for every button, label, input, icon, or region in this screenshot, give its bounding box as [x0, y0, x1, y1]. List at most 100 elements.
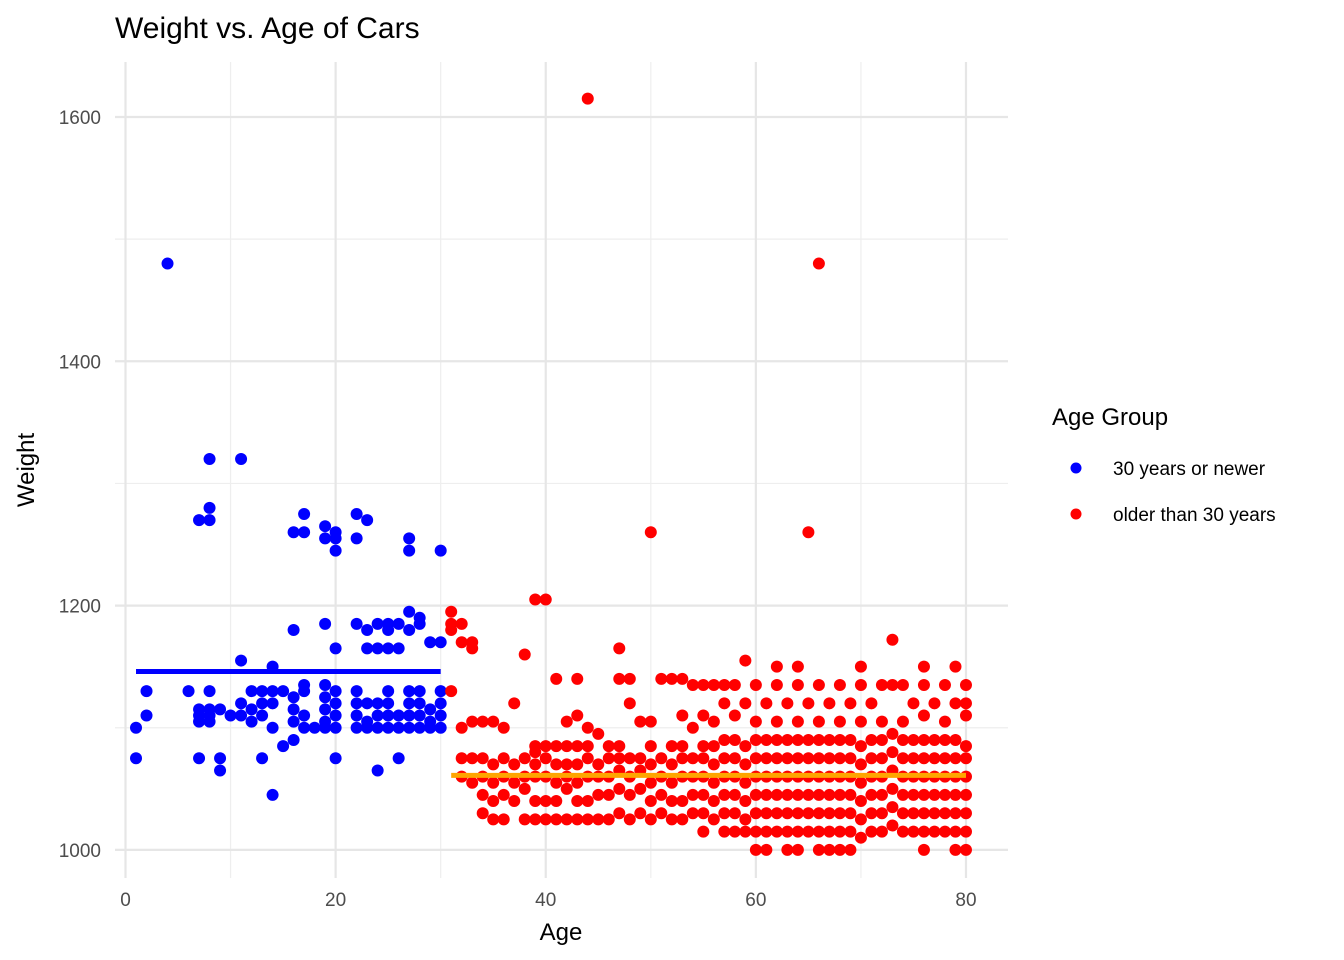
- point-newer: [329, 544, 342, 557]
- point-older: [949, 825, 962, 838]
- point-older: [613, 740, 626, 753]
- point-older: [644, 526, 657, 539]
- point-newer: [350, 721, 363, 734]
- point-newer: [329, 721, 342, 734]
- point-older: [655, 807, 668, 820]
- point-older: [539, 752, 552, 765]
- point-newer: [371, 697, 384, 710]
- point-older: [707, 758, 720, 771]
- point-older: [928, 825, 941, 838]
- point-older: [476, 752, 489, 765]
- point-older: [865, 788, 878, 801]
- point-newer: [266, 697, 279, 710]
- point-older: [707, 678, 720, 691]
- point-older: [907, 788, 920, 801]
- point-older: [539, 593, 552, 606]
- point-older: [602, 813, 615, 826]
- point-older: [959, 740, 972, 753]
- point-older: [770, 660, 783, 673]
- point-older: [571, 672, 584, 685]
- point-newer: [266, 685, 279, 698]
- point-older: [938, 807, 951, 820]
- point-newer: [392, 642, 405, 655]
- point-older: [707, 715, 720, 728]
- point-older: [739, 740, 752, 753]
- point-older: [718, 788, 731, 801]
- point-older: [718, 752, 731, 765]
- point-newer: [413, 721, 426, 734]
- point-older: [781, 825, 794, 838]
- point-older: [466, 776, 479, 789]
- point-newer: [329, 709, 342, 722]
- point-older: [833, 807, 846, 820]
- point-older: [707, 813, 720, 826]
- point-older: [791, 715, 804, 728]
- point-older: [718, 697, 731, 710]
- point-older: [529, 758, 542, 771]
- point-newer: [256, 697, 269, 710]
- point-older: [634, 807, 647, 820]
- point-newer: [277, 740, 290, 753]
- point-older: [791, 788, 804, 801]
- point-newer: [319, 678, 332, 691]
- point-older: [938, 733, 951, 746]
- point-older: [655, 752, 668, 765]
- point-older: [791, 678, 804, 691]
- point-older: [875, 825, 888, 838]
- point-newer: [245, 703, 258, 716]
- point-older: [529, 740, 542, 753]
- point-newer: [371, 764, 384, 777]
- point-older: [886, 633, 899, 646]
- point-newer: [235, 654, 248, 667]
- point-older: [896, 788, 909, 801]
- point-newer: [298, 709, 311, 722]
- point-older: [644, 813, 657, 826]
- point-older: [770, 678, 783, 691]
- x-tick-label: 20: [325, 890, 346, 911]
- point-older: [518, 752, 531, 765]
- point-older: [676, 672, 689, 685]
- point-newer: [235, 709, 248, 722]
- point-older: [949, 788, 962, 801]
- point-older: [602, 788, 615, 801]
- point-older: [697, 752, 710, 765]
- point-older: [718, 807, 731, 820]
- point-older: [949, 660, 962, 673]
- point-newer: [350, 507, 363, 520]
- point-older: [497, 752, 510, 765]
- point-older: [802, 733, 815, 746]
- point-older: [697, 740, 710, 753]
- point-older: [959, 788, 972, 801]
- point-older: [634, 782, 647, 795]
- point-older: [539, 795, 552, 808]
- point-older: [791, 807, 804, 820]
- point-newer: [403, 624, 416, 637]
- point-older: [833, 788, 846, 801]
- point-older: [739, 654, 752, 667]
- legend-label-newer: 30 years or newer: [1113, 459, 1266, 480]
- point-older: [802, 788, 815, 801]
- point-older: [749, 678, 762, 691]
- point-newer: [434, 636, 447, 649]
- point-older: [623, 697, 636, 710]
- point-older: [896, 715, 909, 728]
- point-older: [896, 825, 909, 838]
- point-older: [928, 733, 941, 746]
- point-older: [466, 715, 479, 728]
- point-older: [739, 758, 752, 771]
- point-newer: [382, 685, 395, 698]
- point-older: [728, 733, 741, 746]
- point-older: [592, 758, 605, 771]
- point-older: [644, 795, 657, 808]
- point-older: [823, 807, 836, 820]
- point-older: [760, 697, 773, 710]
- point-newer: [382, 642, 395, 655]
- point-older: [686, 807, 699, 820]
- point-older: [581, 740, 594, 753]
- point-older: [676, 709, 689, 722]
- point-older: [518, 648, 531, 661]
- point-older: [896, 807, 909, 820]
- point-older: [917, 825, 930, 838]
- y-tick-label: 1000: [59, 841, 101, 862]
- point-older: [865, 697, 878, 710]
